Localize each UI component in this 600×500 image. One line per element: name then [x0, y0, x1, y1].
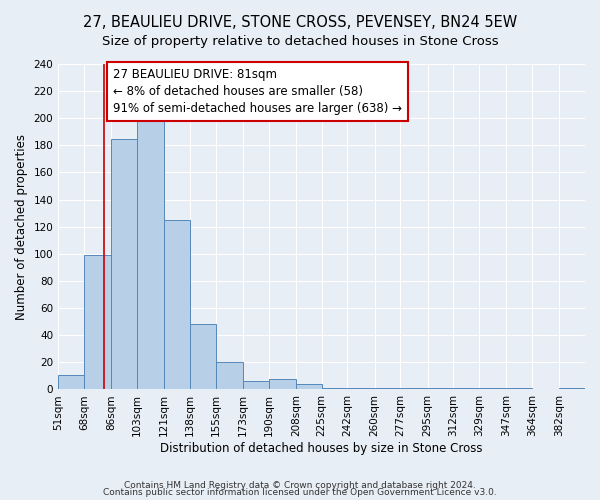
Bar [164, 220, 190, 390]
Bar [84, 255, 111, 390]
Text: 27, BEAULIEU DRIVE, STONE CROSS, PEVENSEY, BN24 5EW: 27, BEAULIEU DRIVE, STONE CROSS, PEVENSE… [83, 15, 517, 30]
X-axis label: Distribution of detached houses by size in Stone Cross: Distribution of detached houses by size … [160, 442, 483, 455]
Bar [269, 378, 296, 390]
Bar [137, 118, 164, 390]
Bar [374, 388, 400, 390]
Text: 27 BEAULIEU DRIVE: 81sqm
← 8% of detached houses are smaller (58)
91% of semi-de: 27 BEAULIEU DRIVE: 81sqm ← 8% of detache… [113, 68, 401, 115]
Bar [506, 388, 532, 390]
Text: Contains public sector information licensed under the Open Government Licence v3: Contains public sector information licen… [103, 488, 497, 497]
Bar [479, 388, 506, 390]
Bar [453, 388, 479, 390]
Bar [400, 388, 428, 390]
Bar [215, 362, 243, 390]
Bar [559, 388, 585, 390]
Bar [243, 382, 269, 390]
Bar [111, 138, 137, 390]
Bar [58, 374, 84, 390]
Y-axis label: Number of detached properties: Number of detached properties [15, 134, 28, 320]
Bar [347, 388, 374, 390]
Text: Contains HM Land Registry data © Crown copyright and database right 2024.: Contains HM Land Registry data © Crown c… [124, 480, 476, 490]
Bar [190, 324, 215, 390]
Text: Size of property relative to detached houses in Stone Cross: Size of property relative to detached ho… [101, 35, 499, 48]
Bar [428, 388, 453, 390]
Bar [296, 384, 322, 390]
Bar [322, 388, 347, 390]
